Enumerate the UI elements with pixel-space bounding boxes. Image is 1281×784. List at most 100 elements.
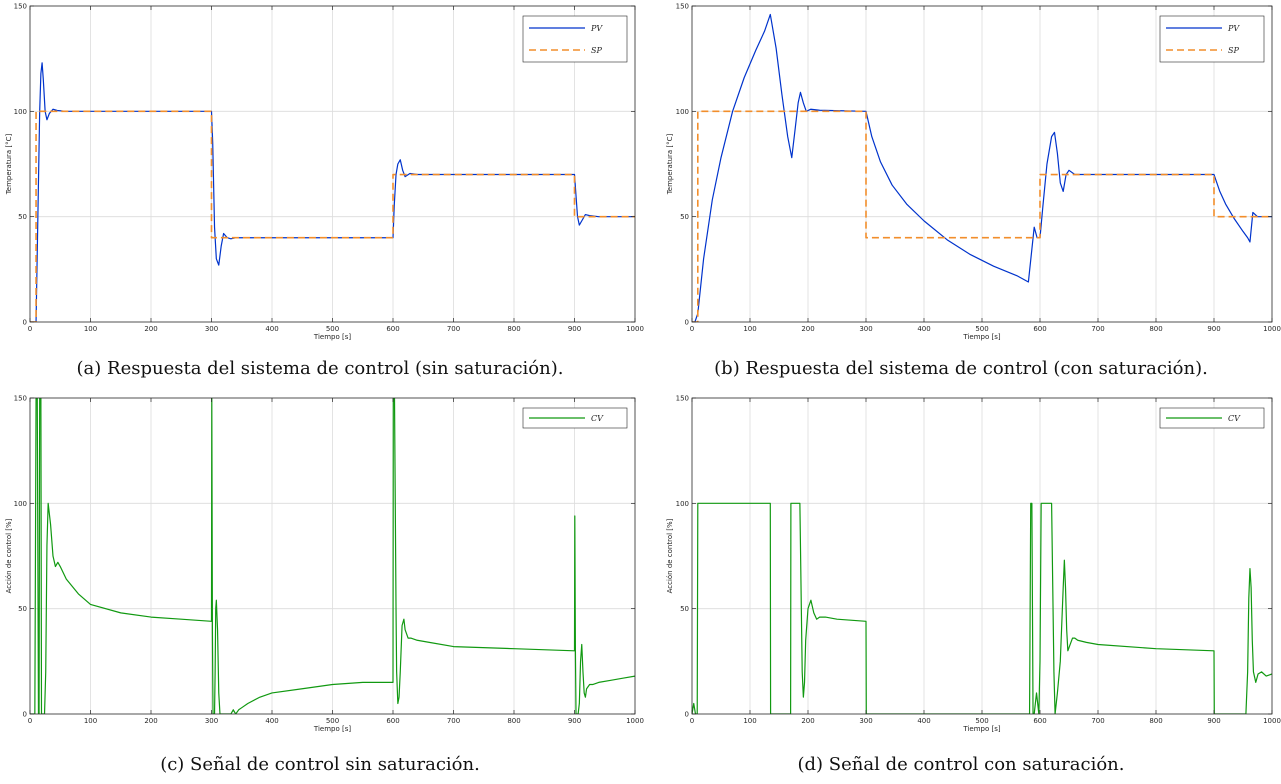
x-tick-label: 300 bbox=[859, 717, 872, 725]
y-axis-label: Acción de control [%] bbox=[666, 518, 674, 593]
legend-label-cv: CV bbox=[1228, 414, 1241, 423]
y-tick-label: 0 bbox=[685, 319, 689, 327]
panel-d-chart: 0 100 200 300 400 500 600 700 800 900 1000 0 50 100 15… bbox=[666, 395, 1281, 734]
caption-d: (d) Señal de control con saturación. bbox=[797, 754, 1125, 775]
x-tick-label: 300 bbox=[205, 717, 218, 725]
x-tick-label: 300 bbox=[205, 325, 218, 333]
legend: PV SP bbox=[1159, 15, 1265, 63]
x-tick-label: 0 bbox=[28, 717, 32, 725]
x-tick-label: 600 bbox=[386, 325, 399, 333]
x-tick-label: 0 bbox=[690, 325, 694, 333]
series-group bbox=[692, 13, 1272, 322]
caption-c: (c) Señal de control sin saturación. bbox=[160, 754, 480, 775]
x-tick-label: 200 bbox=[144, 325, 157, 333]
x-tick-label: 500 bbox=[326, 325, 339, 333]
x-tick-label: 1000 bbox=[1263, 325, 1281, 333]
panel-c-chart: 0 100 200 300 400 500 600 700 800 900 1000 0 50 100 15… bbox=[5, 395, 644, 734]
legend-label-sp: SP bbox=[1228, 46, 1239, 55]
x-axis-label: Tiempo [s] bbox=[313, 333, 351, 341]
x-tick-label: 500 bbox=[975, 717, 988, 725]
x-tick-label: 200 bbox=[144, 717, 157, 725]
series-line-cv bbox=[692, 502, 1272, 714]
series-group bbox=[30, 62, 635, 322]
y-tick-label: 100 bbox=[676, 500, 689, 508]
x-tick-label: 700 bbox=[447, 325, 460, 333]
x-tick-label: 500 bbox=[975, 325, 988, 333]
series-line-sp bbox=[30, 110, 635, 322]
y-tick-label: 0 bbox=[23, 711, 27, 719]
x-tick-label: 600 bbox=[386, 717, 399, 725]
grid bbox=[692, 6, 1272, 322]
x-tick-label: 200 bbox=[801, 717, 814, 725]
x-tick-label: 600 bbox=[1033, 325, 1046, 333]
x-tick-label: 700 bbox=[1091, 717, 1104, 725]
y-axis-label: Acción de control [%] bbox=[5, 518, 13, 593]
legend-label-sp: SP bbox=[591, 46, 602, 55]
x-tick-label: 300 bbox=[859, 325, 872, 333]
y-tick-label: 50 bbox=[680, 605, 689, 613]
x-tick-label: 900 bbox=[1207, 717, 1220, 725]
y-tick-label: 0 bbox=[685, 711, 689, 719]
x-tick-label: 1000 bbox=[626, 717, 644, 725]
x-tick-label: 0 bbox=[690, 717, 694, 725]
panel-a-chart: 0 100 200 300 400 500 600 700 800 900 1000 0 50 100 15… bbox=[5, 3, 644, 342]
x-tick-label: 200 bbox=[801, 325, 814, 333]
x-tick-label: 400 bbox=[917, 325, 930, 333]
x-tick-label: 900 bbox=[1207, 325, 1220, 333]
series-line-sp bbox=[692, 110, 1272, 322]
x-tick-label: 800 bbox=[1149, 717, 1162, 725]
legend-label-pv: PV bbox=[1227, 24, 1240, 33]
legend: CV bbox=[1159, 407, 1265, 429]
ticks: 0 100 200 300 400 500 600 700 800 900 1000 0 50 100 15… bbox=[676, 3, 1281, 334]
x-tick-label: 100 bbox=[84, 717, 97, 725]
legend-label-pv: PV bbox=[590, 24, 603, 33]
grid bbox=[692, 398, 1272, 714]
y-tick-label: 100 bbox=[14, 500, 27, 508]
y-axis-label: Temperatura [°C] bbox=[666, 133, 674, 195]
y-tick-label: 0 bbox=[23, 319, 27, 327]
legend-box bbox=[522, 15, 628, 63]
x-tick-label: 100 bbox=[743, 717, 756, 725]
ticks: 0 100 200 300 400 500 600 700 800 900 1000 0 50 100 15… bbox=[676, 395, 1281, 726]
y-tick-label: 50 bbox=[18, 605, 27, 613]
grid bbox=[30, 398, 635, 714]
y-tick-label: 100 bbox=[676, 108, 689, 116]
x-tick-label: 800 bbox=[507, 717, 520, 725]
x-tick-label: 700 bbox=[1091, 325, 1104, 333]
y-tick-label: 150 bbox=[14, 395, 27, 403]
x-tick-label: 100 bbox=[743, 325, 756, 333]
y-tick-label: 150 bbox=[676, 395, 689, 403]
x-tick-label: 0 bbox=[28, 325, 32, 333]
x-tick-label: 800 bbox=[507, 325, 520, 333]
x-tick-label: 800 bbox=[1149, 325, 1162, 333]
x-tick-label: 100 bbox=[84, 325, 97, 333]
panel-b-chart: 0 100 200 300 400 500 600 700 800 900 1000 0 50 100 15… bbox=[666, 3, 1281, 342]
x-tick-label: 1000 bbox=[626, 325, 644, 333]
x-tick-label: 400 bbox=[265, 325, 278, 333]
ticks: 0 100 200 300 400 500 600 700 800 900 1000 0 50 100 15… bbox=[14, 3, 644, 334]
ticks: 0 100 200 300 400 500 600 700 800 900 1000 0 50 100 15… bbox=[14, 395, 644, 726]
x-tick-label: 400 bbox=[265, 717, 278, 725]
caption-a: (a) Respuesta del sistema de control (si… bbox=[76, 358, 564, 379]
y-tick-label: 50 bbox=[18, 213, 27, 221]
legend-box bbox=[1159, 15, 1265, 63]
x-tick-label: 900 bbox=[568, 325, 581, 333]
x-axis-label: Tiempo [s] bbox=[962, 725, 1000, 733]
x-tick-label: 1000 bbox=[1263, 717, 1281, 725]
x-tick-label: 400 bbox=[917, 717, 930, 725]
y-tick-label: 50 bbox=[680, 213, 689, 221]
x-tick-label: 600 bbox=[1033, 717, 1046, 725]
y-tick-label: 150 bbox=[676, 3, 689, 11]
y-axis-label: Temperatura [°C] bbox=[5, 133, 13, 195]
caption-b: (b) Respuesta del sistema de control (co… bbox=[714, 358, 1208, 379]
series-line-pv bbox=[692, 13, 1272, 322]
series-group bbox=[30, 398, 635, 714]
y-tick-label: 150 bbox=[14, 3, 27, 11]
legend: PV SP bbox=[522, 15, 628, 63]
x-axis-label: Tiempo [s] bbox=[313, 725, 351, 733]
legend-label-cv: CV bbox=[591, 414, 604, 423]
y-tick-label: 100 bbox=[14, 108, 27, 116]
x-axis-label: Tiempo [s] bbox=[962, 333, 1000, 341]
series-group bbox=[692, 502, 1272, 714]
